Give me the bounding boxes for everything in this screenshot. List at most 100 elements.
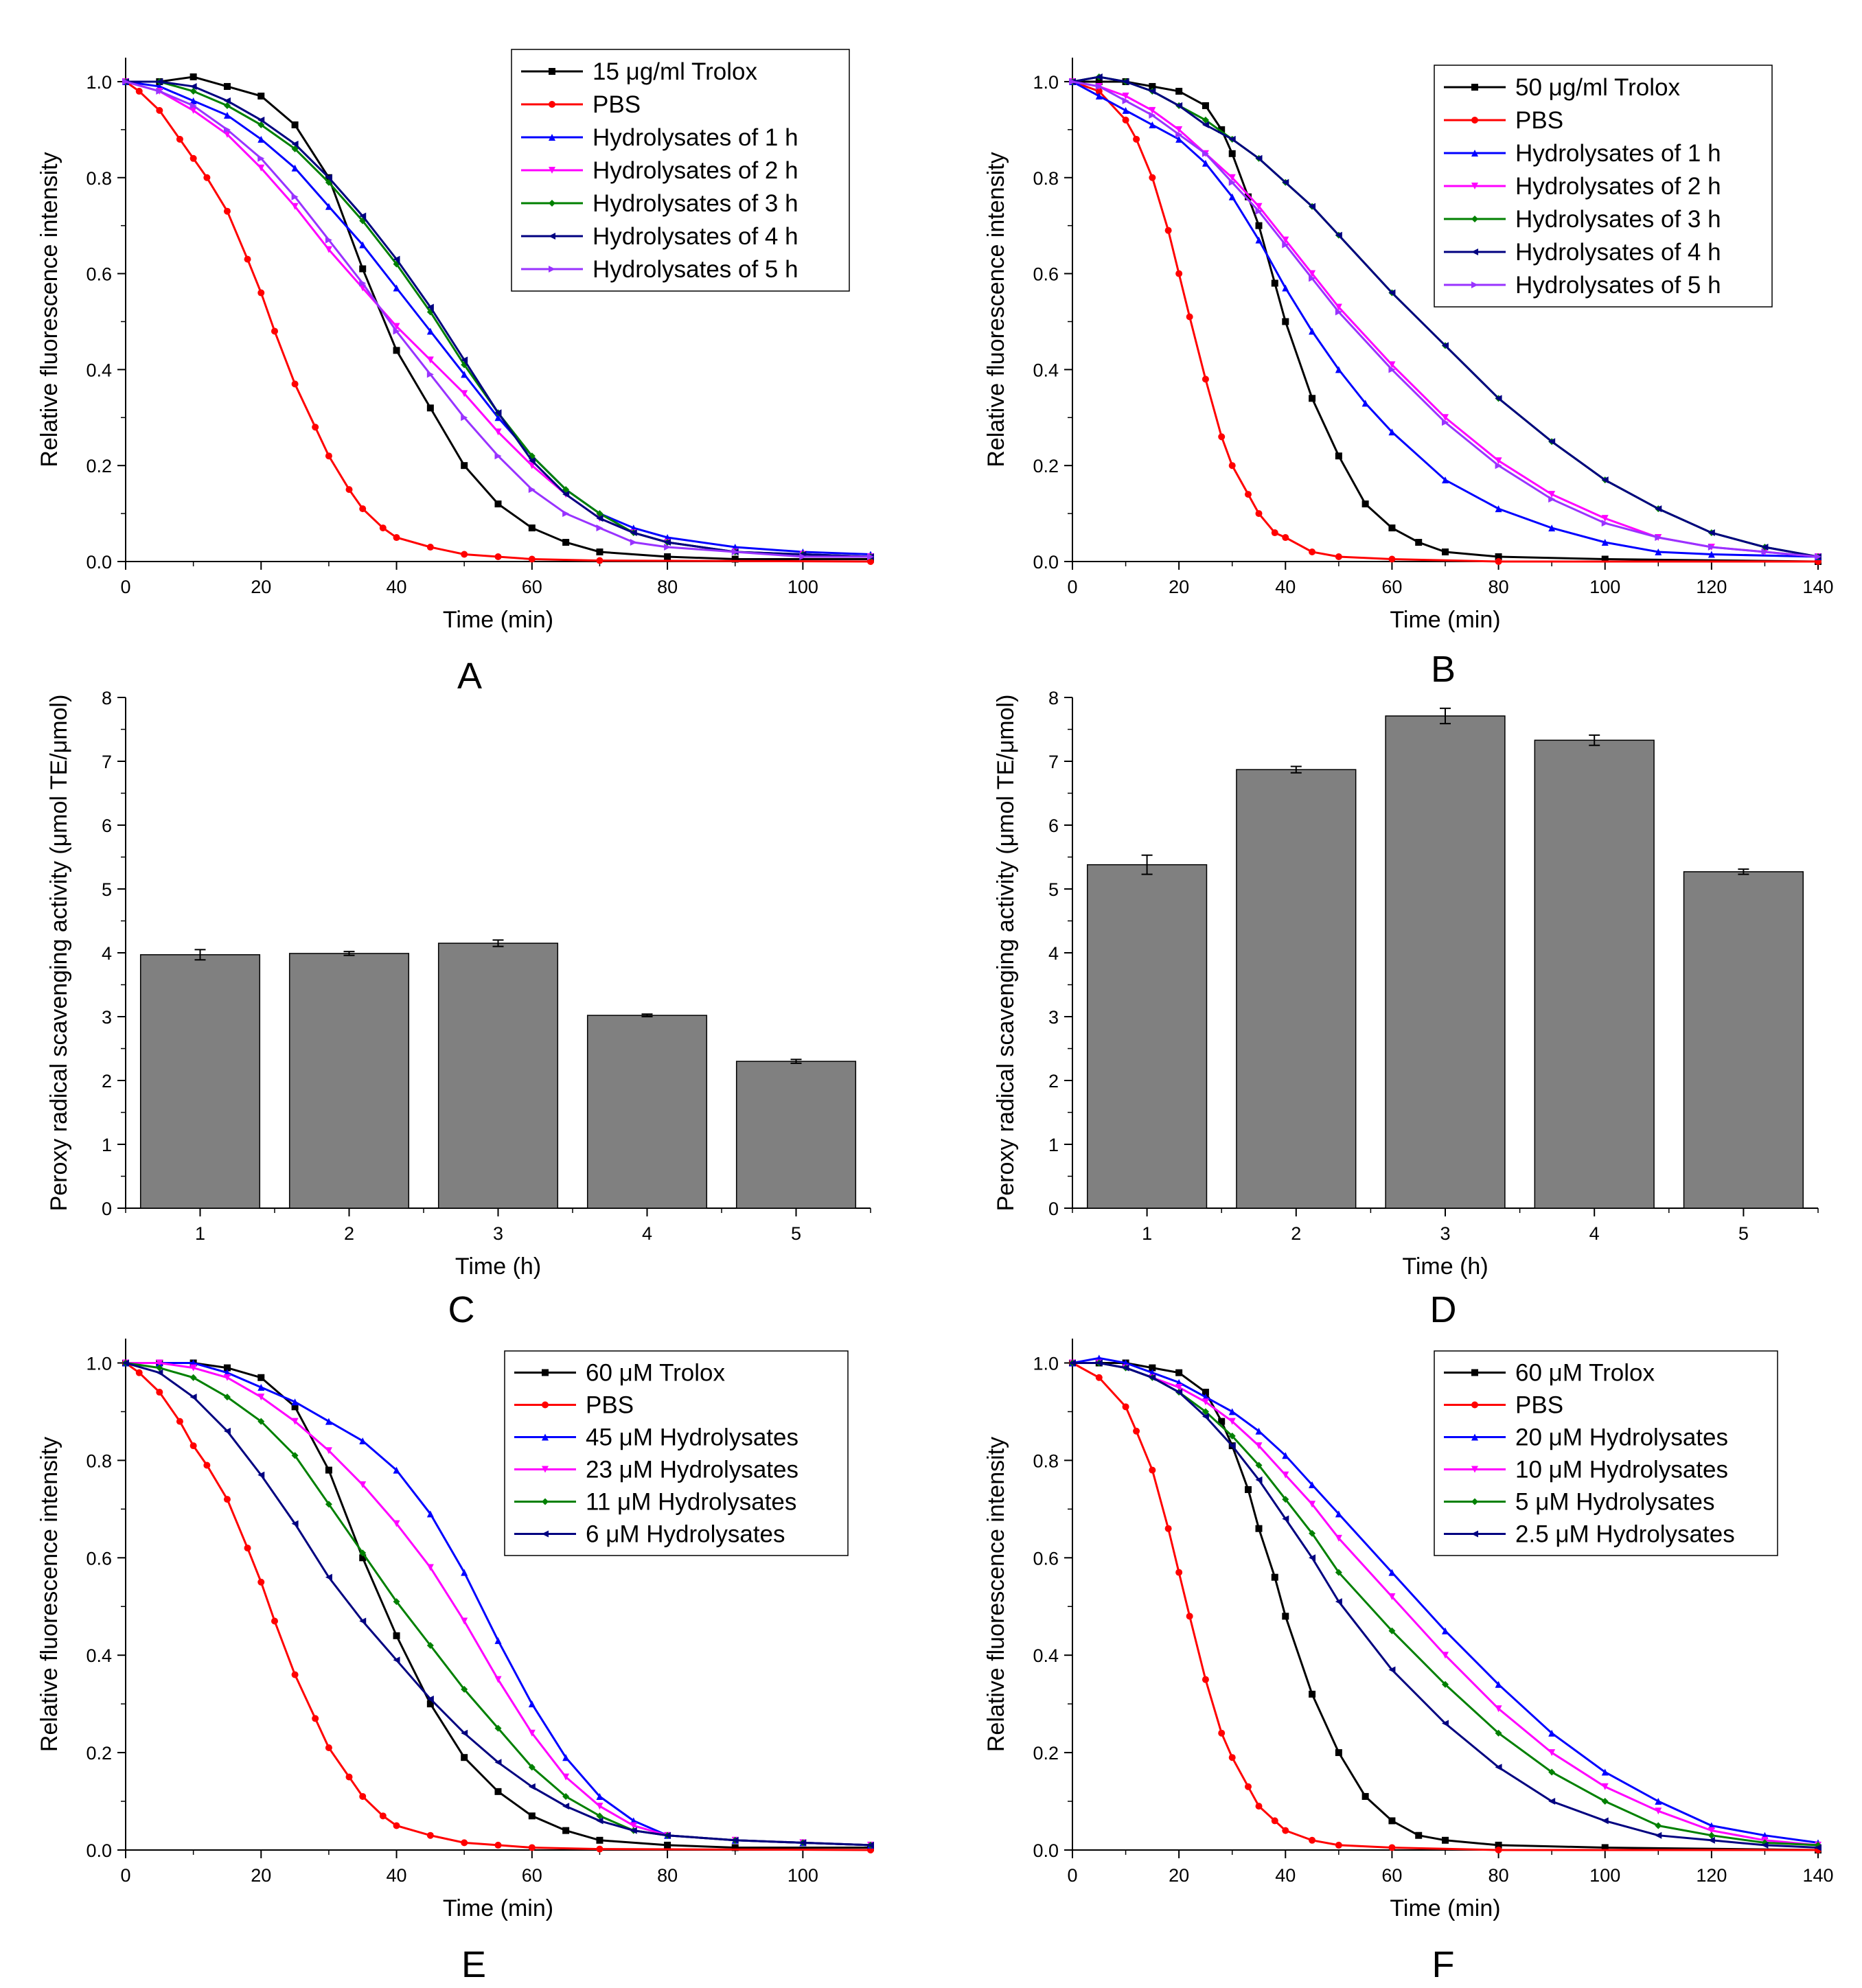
legend-swatch-marker (1471, 281, 1478, 288)
data-point (1548, 438, 1556, 446)
legend-swatch-marker (542, 1433, 549, 1441)
data-point (325, 1447, 332, 1455)
legend: 60 μM Trolox PBS 20 μM Hydrolysates 10 μM H… (1434, 1350, 1778, 1556)
data-point (1133, 135, 1140, 143)
series-line (1072, 80, 1818, 563)
data-point (1255, 1525, 1263, 1532)
data-point (461, 1754, 468, 1761)
legend-item-label: Hydrolysates of 1 h (593, 124, 798, 151)
data-point (1761, 1841, 1769, 1849)
data-point (291, 203, 299, 210)
chart-panel-a: 0 20 40 60 80 100 0.0 0.2 0.4 0.6 0.8 1.0 Time (min)… (36, 49, 874, 697)
data-point (1255, 207, 1263, 215)
data-point (630, 1827, 637, 1834)
data-point (1309, 1836, 1316, 1844)
data-point (189, 87, 197, 95)
legend-swatch-marker (542, 1530, 549, 1538)
data-point (1271, 1817, 1278, 1825)
x-tick-label: 0 (120, 1865, 130, 1886)
data-point (1228, 135, 1236, 143)
data-point (1218, 1418, 1226, 1425)
data-point (1548, 491, 1556, 498)
panel-title: F (1432, 1944, 1455, 1985)
data-point (1095, 82, 1103, 90)
data-point (1202, 375, 1209, 383)
data-point (223, 1374, 231, 1381)
data-point (257, 1374, 265, 1381)
data-point (1388, 428, 1396, 436)
x-tick-label: 60 (522, 577, 542, 597)
data-point (528, 524, 536, 532)
data-point (1495, 558, 1502, 565)
data-point (1271, 1573, 1278, 1581)
data-point (461, 390, 468, 397)
x-axis-label: Time (h) (455, 1253, 541, 1280)
series-15-g-ml-trolox (122, 73, 874, 563)
data-point (1175, 1389, 1183, 1396)
data-point (426, 404, 434, 412)
data-point (1228, 1442, 1236, 1450)
data-point (1149, 121, 1156, 128)
data-point (1309, 548, 1316, 556)
data-point (1095, 78, 1103, 85)
x-tick-label: 60 (522, 1865, 542, 1886)
data-point (1255, 222, 1263, 229)
legend-item-label: 6 μM Hydrolysates (586, 1521, 785, 1548)
series-50-g-ml-trolox (1069, 78, 1821, 565)
data-point (562, 1803, 570, 1810)
data-point (223, 126, 231, 133)
data-point (393, 534, 400, 542)
data-point (1442, 1652, 1449, 1659)
data-point (1708, 551, 1715, 558)
series-pbs (1069, 1359, 1821, 1853)
data-point (257, 135, 265, 143)
data-point (1122, 92, 1129, 100)
legend-item-label: 11 μM Hydrolysates (586, 1489, 796, 1516)
y-axis-label: Relative fluorescence intensity (36, 1437, 62, 1752)
series-line (1072, 80, 1819, 558)
x-axis-label: Time (min) (443, 607, 553, 633)
series-pbs (1069, 78, 1821, 565)
series-60-m-trolox (122, 1359, 874, 1851)
data-point (1202, 1389, 1209, 1396)
data-point (257, 164, 265, 172)
legend-swatch-marker (1471, 248, 1478, 255)
bar-1 (1086, 864, 1208, 1209)
data-point (1122, 106, 1129, 114)
legend-item-label: Hydrolysates of 3 h (593, 190, 798, 217)
data-point (1255, 1803, 1263, 1810)
data-point (1149, 1374, 1156, 1381)
data-point (1255, 236, 1263, 244)
data-point (257, 92, 265, 100)
data-point (189, 1374, 197, 1381)
series-line (1072, 1356, 1819, 1844)
data-point (359, 1792, 367, 1800)
data-point (562, 1792, 570, 1800)
data-point (1255, 1442, 1263, 1450)
data-point (223, 130, 231, 138)
chart-panel-f: 0 20 40 60 80 100 120 140 0.0 0.2 0.4 0.6 0.8 1.0 Time… (983, 1339, 1834, 1985)
data-point (359, 505, 367, 513)
data-point (562, 510, 570, 518)
y-axis-label: Peroxy radical scavenging activity (μmol… (993, 695, 1019, 1212)
data-point (664, 1841, 671, 1849)
x-tick-label: 100 (1589, 577, 1620, 597)
data-point (1175, 130, 1183, 138)
y-tick-label: 0 (102, 1199, 112, 1219)
data-point (359, 212, 367, 220)
series-line (1072, 1362, 1819, 1849)
series-line (1072, 76, 1819, 558)
data-point (1708, 1831, 1715, 1839)
bar-5 (735, 1061, 857, 1209)
data-point (291, 1418, 299, 1425)
data-point (1388, 1666, 1396, 1674)
data-point (1069, 1359, 1076, 1367)
data-point (1335, 1569, 1342, 1576)
data-point (1335, 1534, 1342, 1542)
data-point (359, 265, 367, 273)
data-point (244, 255, 251, 263)
x-tick-label: 0 (1067, 1865, 1077, 1886)
data-point (461, 1617, 468, 1625)
legend-swatch-marker (1471, 1401, 1478, 1409)
data-point (257, 289, 265, 297)
